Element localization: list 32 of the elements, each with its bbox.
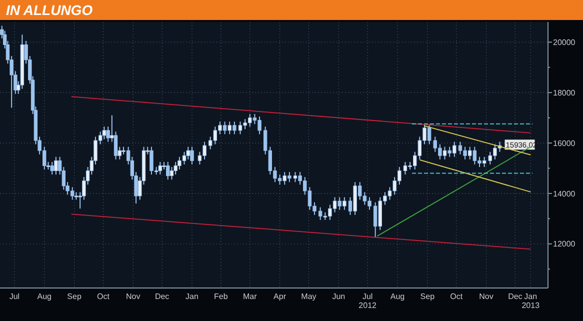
x-tick-label: Jan 2013 xyxy=(522,292,540,310)
x-tick-label: Dec xyxy=(508,292,522,301)
x-tick-label: Sep xyxy=(67,292,82,301)
x-tick-label: Jul 2012 xyxy=(358,292,378,310)
y-tick-label: 14000 xyxy=(553,189,576,198)
x-tick-label: May xyxy=(301,292,316,301)
x-tick-label: Nov xyxy=(479,292,494,301)
x-tick-label: Dec xyxy=(154,292,170,301)
y-tick-label: 18000 xyxy=(553,88,576,98)
chart-title: IN ALLUNGO xyxy=(6,2,93,18)
candlestick xyxy=(174,161,178,176)
candlestick xyxy=(190,146,194,165)
x-tick-label: Nov xyxy=(126,292,140,301)
x-tick-label: Oct xyxy=(450,292,464,301)
x-tick-label: Jul xyxy=(9,292,20,301)
x-tick-label: Apr xyxy=(274,292,286,301)
candlestick xyxy=(50,161,54,176)
x-tick-label: Jan xyxy=(186,292,198,301)
candlestick xyxy=(170,166,174,180)
x-tick-label: Aug xyxy=(37,292,52,301)
y-tick-label: 12000 xyxy=(553,240,576,249)
x-tick-label: Oct xyxy=(97,292,110,301)
candlestick xyxy=(54,156,58,176)
x-tick-label: Jun xyxy=(332,292,346,301)
x-tick-label: Aug xyxy=(390,292,405,301)
y-tick-label: 16000 xyxy=(553,138,576,148)
x-tick-label: Feb xyxy=(214,292,228,301)
x-tick-label: Mar xyxy=(242,292,258,301)
candlestick xyxy=(158,161,162,176)
candlestick xyxy=(166,161,170,180)
x-tick-label: Sep xyxy=(420,292,436,301)
y-tick-label: 20000 xyxy=(553,38,576,47)
